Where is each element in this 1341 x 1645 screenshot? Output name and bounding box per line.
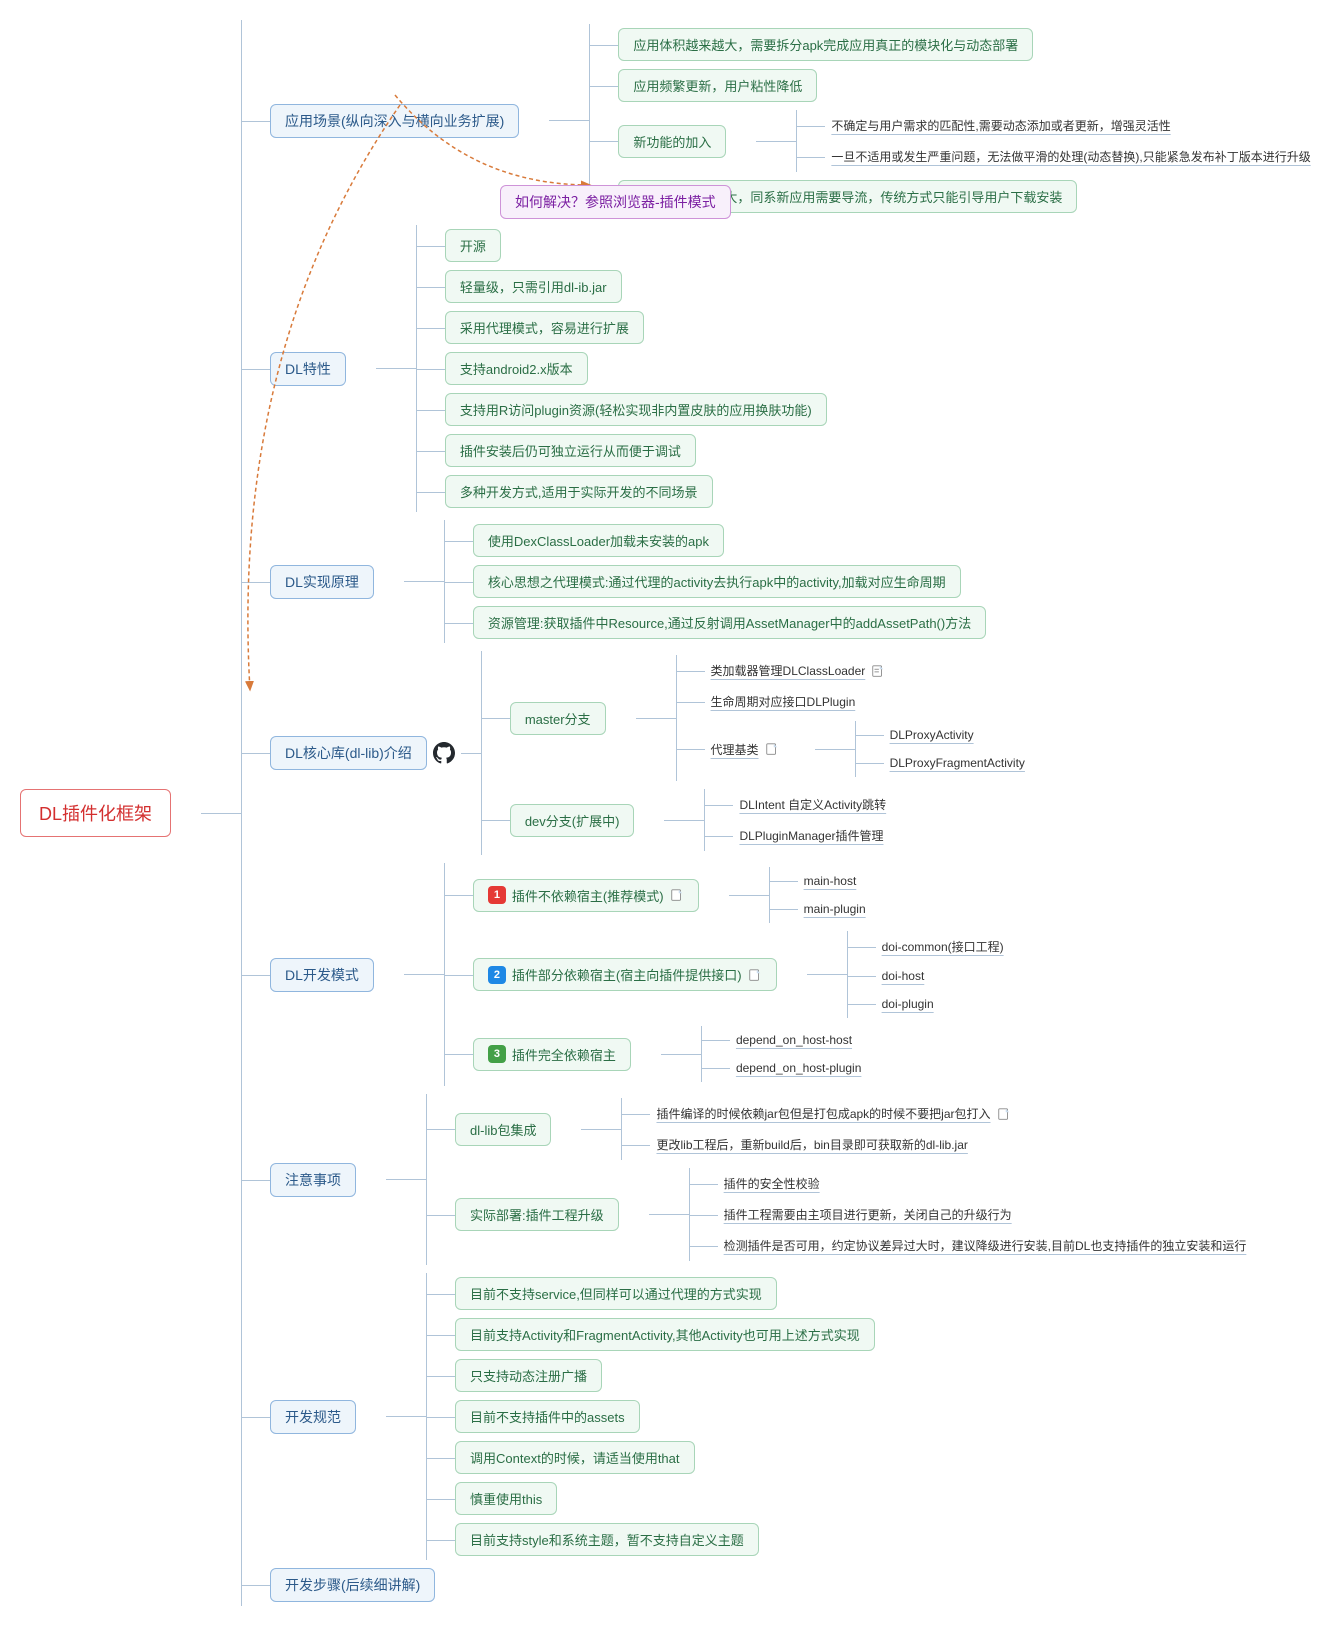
callout-node: 如何解决？参照浏览器-插件模式 (500, 185, 731, 219)
badge-1-icon: 1 (488, 886, 506, 904)
branch-scenario[interactable]: 应用场景(纵向深入与横向业务扩展) (270, 104, 519, 138)
badge-2-icon: 2 (488, 966, 506, 984)
branch-principle[interactable]: DL实现原理 (270, 565, 374, 599)
spec-item: 调用Context的时候，请适当使用that (455, 1441, 695, 1474)
branch-corelib[interactable]: DL核心库(dl-lib)介绍 (270, 736, 427, 770)
spec-item: 慎重使用this (455, 1482, 557, 1515)
corelib-label: DL核心库(dl-lib)介绍 (285, 743, 412, 763)
feature-item: 采用代理模式，容易进行扩展 (445, 311, 644, 344)
corelib-dev[interactable]: dev分支(扩展中) (510, 804, 635, 837)
caution-dlib[interactable]: dl-lib包集成 (455, 1113, 551, 1146)
caution-deploy[interactable]: 实际部署:插件工程升级 (455, 1198, 619, 1231)
branch-devmode[interactable]: DL开发模式 (270, 958, 374, 992)
devmode-2[interactable]: 2 插件部分依赖宿主(宿主向插件提供接口) (473, 958, 777, 991)
proxy-item: DLProxyFragmentActivity (884, 753, 1031, 773)
dlib-item: 更改lib工程后，重新build后，bin目录即可获取新的dl-lib.jar (650, 1133, 973, 1156)
devmode-3[interactable]: 3 插件完全依赖宿主 (473, 1038, 631, 1071)
mode2-item: doi-plugin (876, 994, 940, 1014)
principle-item: 核心思想之代理模式:通过代理的activity去执行apk中的activity,… (473, 565, 961, 598)
principle-item: 资源管理:获取插件中Resource,通过反射调用AssetManager中的a… (473, 606, 986, 639)
principle-item: 使用DexClassLoader加载未安装的apk (473, 524, 724, 557)
branch-spec[interactable]: 开发规范 (270, 1400, 356, 1434)
master-proxy: 代理基类 (705, 738, 785, 761)
mode3-item: depend_on_host-host (730, 1030, 858, 1050)
deploy-item: 插件的安全性校验 (718, 1172, 826, 1195)
deploy-item: 插件工程需要由主项目进行更新，关闭自己的升级行为 (718, 1203, 1018, 1226)
master-item: 类加载器管理DLClassLoader (705, 659, 892, 682)
spec-item: 目前支持Activity和FragmentActivity,其他Activity… (455, 1318, 875, 1351)
mode1-item: main-plugin (798, 899, 872, 919)
note-icon[interactable] (670, 888, 684, 902)
feature-item: 支持用R访问plugin资源(轻松实现非内置皮肤的应用换肤功能) (445, 393, 827, 426)
mode2-item: doi-host (876, 966, 931, 986)
mode2-item: doi-common(接口工程) (876, 935, 1010, 958)
proxy-item: DLProxyActivity (884, 725, 980, 745)
spec-item: 目前不支持插件中的assets (455, 1400, 640, 1433)
dev-item: DLIntent 自定义Activity跳转 (733, 793, 892, 816)
deploy-item: 检测插件是否可用，约定协议差异过大时，建议降级进行安装,目前DL也支持插件的独立… (718, 1234, 1253, 1257)
spec-item: 只支持动态注册广播 (455, 1359, 602, 1392)
feature-item: 多种开发方式,适用于实际开发的不同场景 (445, 475, 713, 508)
note-icon[interactable] (748, 968, 762, 982)
badge-3-icon: 3 (488, 1045, 506, 1063)
new-feature-item: 一旦不适用或发生严重问题，无法做平滑的处理(动态替换),只能紧急发布补丁版本进行… (825, 145, 1316, 168)
devmode-1[interactable]: 1 插件不依赖宿主(推荐模式) (473, 879, 699, 912)
root-children: 应用场景(纵向深入与横向业务扩展) 应用体积越来越大，需要拆分apk完成应用真正… (241, 20, 1341, 1606)
callout-box: 如何解决？参照浏览器-插件模式 (500, 185, 761, 219)
spec-item: 目前支持style和系统主题，暂不支持自定义主题 (455, 1523, 759, 1556)
corelib-master[interactable]: master分支 (510, 702, 606, 735)
dev-item: DLPluginManager插件管理 (733, 824, 889, 847)
spec-item: 目前不支持service,但同样可以通过代理的方式实现 (455, 1277, 777, 1310)
scenario-item: 应用体积越来越大，需要拆分apk完成应用真正的模块化与动态部署 (618, 28, 1033, 61)
feature-item: 插件安装后仍可独立运行从而便于调试 (445, 434, 696, 467)
master-item: 生命周期对应接口DLPlugin (705, 690, 862, 713)
branch-features[interactable]: DL特性 (270, 352, 346, 386)
dlib-item: 插件编译的时候依赖jar包但是打包成apk的时候不要把jar包打入 (650, 1102, 1016, 1125)
feature-item: 轻量级，只需引用dl-ib.jar (445, 270, 622, 303)
feature-item: 开源 (445, 229, 501, 262)
scenario-new-feature[interactable]: 新功能的加入 (618, 125, 726, 158)
branch-steps[interactable]: 开发步骤(后续细讲解) (270, 1568, 435, 1602)
mode1-item: main-host (798, 871, 863, 891)
note-icon[interactable] (871, 664, 885, 678)
note-icon[interactable] (765, 742, 779, 756)
scenario-item: 应用频繁更新，用户粘性降低 (618, 69, 817, 102)
mode3-item: depend_on_host-plugin (730, 1058, 867, 1078)
note-icon[interactable] (997, 1107, 1011, 1121)
root-node[interactable]: DL插件化框架 (20, 789, 171, 837)
github-icon[interactable] (433, 742, 455, 764)
branch-caution[interactable]: 注意事项 (270, 1163, 356, 1197)
feature-item: 支持android2.x版本 (445, 352, 588, 385)
mindmap-root-container: DL插件化框架 应用场景(纵向深入与横向业务扩展) 应用体积越来越大，需要拆分a… (20, 20, 1321, 1606)
new-feature-item: 不确定与用户需求的匹配性,需要动态添加或者更新，增强灵活性 (825, 114, 1176, 137)
